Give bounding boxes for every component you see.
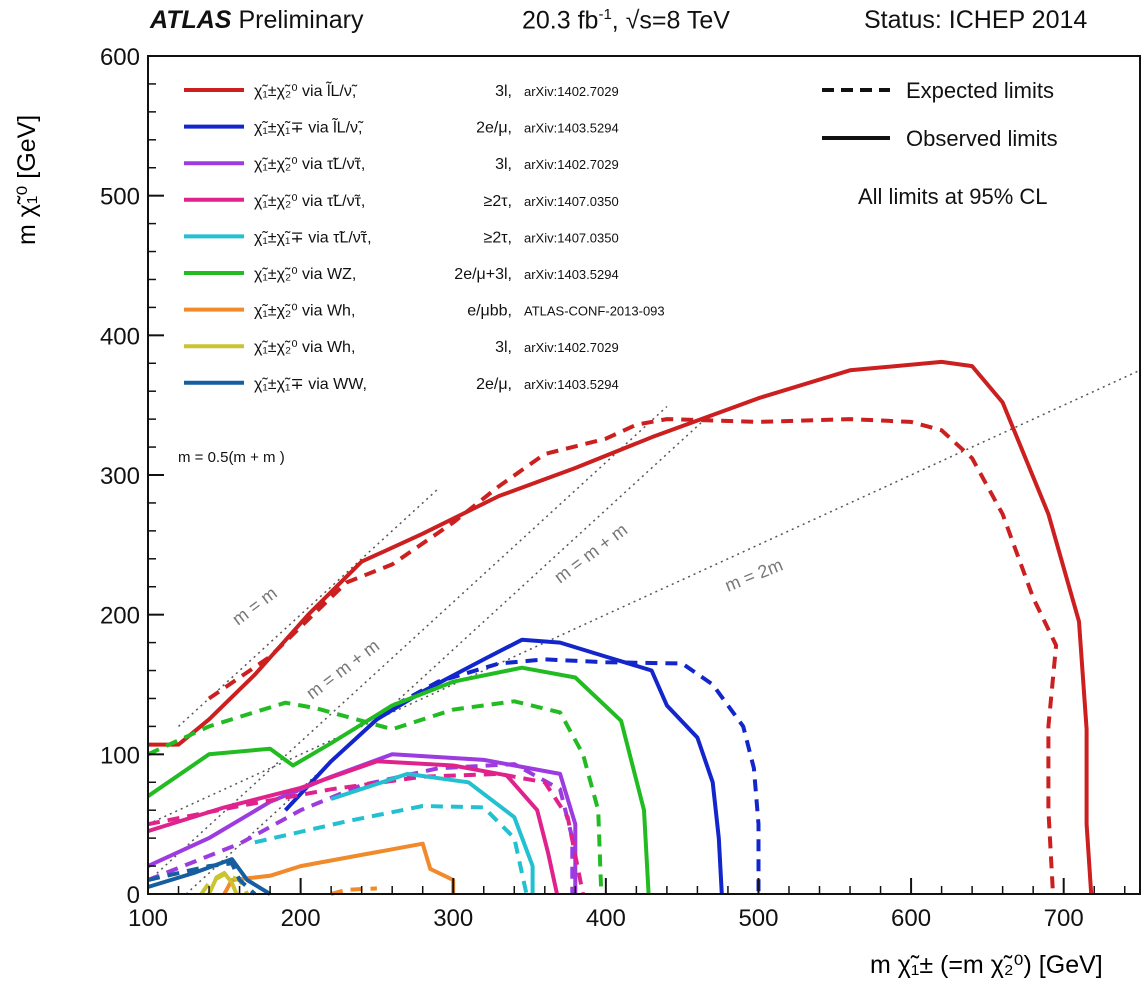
series-1-observed-curve [148, 359, 1094, 895]
y-tick-label: 100 [100, 742, 140, 769]
series-4-expected-curve [147, 771, 585, 895]
series-5-observed-curve [330, 771, 535, 894]
expected-limits-label: Expected limits [906, 78, 1054, 103]
preliminary-label: Preliminary [238, 6, 364, 34]
status-label: Status: ICHEP 2014 [864, 6, 1088, 34]
diagonal-line-1 [178, 488, 439, 727]
diag-h-label: m = m + m [550, 519, 631, 587]
legend: χ̃₁±χ̃₂⁰ via l̃L/ν̃, 3l, arXiv:1402.7029 χ̃… [184, 80, 665, 393]
series-2-observed-curve [283, 637, 724, 895]
legend-ref-4: arXiv:1407.0350 [524, 194, 619, 209]
slepton-mass-label: m = 0.5(m + m ) [178, 449, 285, 466]
exclusion-curves [146, 359, 1094, 896]
x-tick-label: 200 [281, 905, 321, 932]
diag-2x-label: m = 2m [722, 554, 786, 595]
series-9-observed-curve [147, 857, 272, 896]
diagonal-line-4 [147, 369, 1141, 825]
x-tick-label: 600 [891, 905, 931, 932]
legend-process-4: χ̃₁±χ̃₂⁰ via τ̃L/ν̃τ, [254, 193, 365, 210]
legend-process-5: χ̃₁±χ̃₁∓ via τ̃L/ν̃τ, [254, 229, 372, 246]
x-tick-label: 700 [1044, 905, 1084, 932]
legend-process-6: χ̃₁±χ̃₂⁰ via WZ, [254, 266, 356, 283]
series-6-expected-curve [147, 699, 604, 895]
legend-channel-3: 3l, [495, 156, 512, 173]
atlas-label: ATLAS [150, 6, 232, 34]
legend-process-3: χ̃₁±χ̃₂⁰ via τ̃L/ν̃τ, [254, 156, 365, 173]
legend-ref-2: arXiv:1403.5294 [524, 121, 619, 136]
y-tick-label: 200 [100, 603, 140, 630]
legend-channel-7: e/μbb, [467, 303, 512, 320]
series-4-observed-curve [147, 759, 559, 895]
diagonal-line-3 [185, 411, 714, 895]
series-6-observed-curve [146, 665, 651, 895]
legend-ref-1: arXiv:1402.7029 [524, 84, 619, 99]
legend-ref-3: arXiv:1402.7029 [524, 157, 619, 172]
observed-limits-label: Observed limits [906, 126, 1058, 151]
legend-process-7: χ̃₁±χ̃₂⁰ via Wh, [254, 303, 355, 320]
y-tick-label: 0 [127, 882, 140, 909]
legend-ref-9: arXiv:1403.5294 [524, 377, 619, 392]
legend-channel-8: 3l, [495, 339, 512, 356]
legend-ref-7: ATLAS-CONF-2013-093 [524, 304, 665, 319]
energy-label: , √s=8 TeV [611, 6, 730, 35]
legend-ref-6: arXiv:1403.5294 [524, 267, 619, 282]
series-3-observed-curve [147, 752, 578, 894]
x-tick-label: 100 [128, 905, 168, 932]
legend-process-1: χ̃₁±χ̃₂⁰ via l̃L/ν̃, [254, 80, 358, 100]
legend-ref-8: arXiv:1402.7029 [524, 340, 619, 355]
diag-z-label: m = m + m [302, 635, 383, 703]
y-tick-label: 300 [100, 463, 140, 490]
lumi-label: 20.3 fb [522, 6, 599, 35]
confidence-level-label: All limits at 95% CL [858, 184, 1048, 209]
x-axis-label: m χ̃₁± (=m χ̃₂⁰) [GeV] [870, 951, 1103, 979]
legend-channel-4: ≥2τ, [484, 193, 512, 210]
legend-process-2: χ̃₁±χ̃₁∓ via l̃L/ν̃, [254, 117, 364, 137]
series-5-expected-curve [254, 804, 529, 895]
series-7-expected-curve [330, 886, 377, 896]
legend-process-9: χ̃₁±χ̃₁∓ via WW, [254, 376, 367, 393]
legend-channel-2: 2e/μ, [476, 120, 512, 137]
series-3-expected-curve [147, 762, 575, 894]
legend-channel-6: 2e/μ+3l, [454, 266, 512, 283]
series-9-expected-curve [147, 861, 257, 896]
x-tick-label: 500 [738, 905, 778, 932]
series-1-expected-curve [207, 417, 1059, 895]
y-tick-label: 600 [100, 44, 140, 71]
legend-ref-5: arXiv:1407.0350 [524, 230, 619, 245]
header-atlas-block: ATLAS Preliminary [150, 6, 363, 35]
series-8-observed-curve [207, 871, 239, 895]
header-lumi-block: 20.3 fb-1, √s=8 TeV [522, 6, 730, 35]
legend-channel-1: 3l, [495, 83, 512, 100]
series-2-expected-curve [375, 657, 761, 894]
kinematic-labels: m = 0.5(m + m ) m = m m = m + m m = m + … [178, 449, 786, 703]
x-tick-label: 400 [586, 905, 626, 932]
diag-equal-label: m = m [228, 583, 280, 629]
lumi-sup: -1 [598, 6, 612, 23]
x-tick-label: 300 [433, 905, 473, 932]
legend-process-8: χ̃₁±χ̃₂⁰ via Wh, [254, 339, 355, 356]
y-tick-label: 500 [100, 184, 140, 211]
diagonal-line-2 [147, 406, 668, 882]
y-tick-label: 400 [100, 323, 140, 350]
legend-channel-9: 2e/μ, [476, 376, 512, 393]
legend-channel-5: ≥2τ, [484, 229, 512, 246]
kinematic-diagonals [147, 369, 1141, 895]
side-legend: Expected limits Observed limits All limi… [822, 78, 1058, 209]
